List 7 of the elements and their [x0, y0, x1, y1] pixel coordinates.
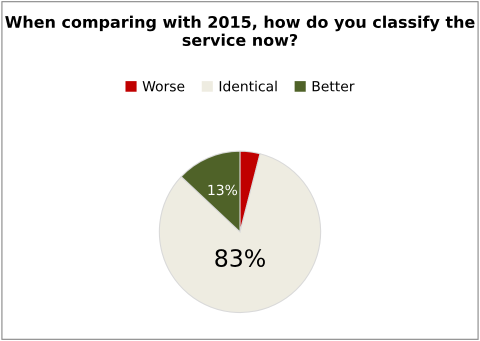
legend-label: Better — [312, 81, 355, 92]
pie-slice — [158, 153, 322, 314]
data-label: 83% — [215, 249, 265, 267]
legend-label: Worse — [142, 81, 184, 92]
legend-label: Identical — [220, 80, 277, 92]
data-label: 13% — [208, 184, 238, 196]
chart-title: When comparing with 2015, how do you classify the service now? — [5, 16, 475, 46]
